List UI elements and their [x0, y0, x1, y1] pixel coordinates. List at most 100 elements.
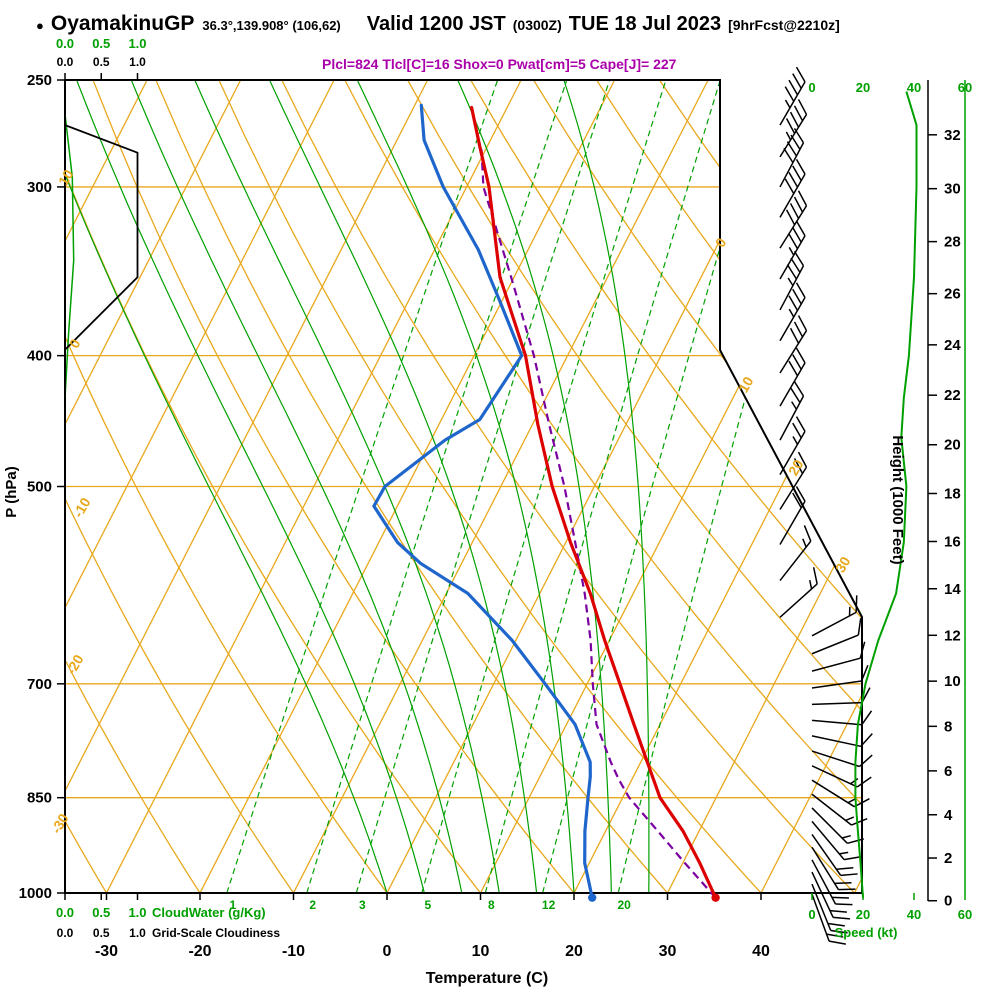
cloudiness-scale-top: 0.0 [57, 55, 74, 69]
wind-barb-staff [779, 297, 806, 342]
wind-barb-staff [779, 362, 806, 407]
height-tick-label: 4 [944, 807, 953, 824]
wind-barb-feather [790, 387, 801, 404]
isotherm-line [199, 80, 616, 893]
wind-barb-feather [788, 308, 795, 318]
height-tick-label: 28 [944, 234, 961, 251]
wind-barb-staff [811, 680, 862, 689]
wind-barb-feather [790, 257, 801, 273]
height-tick-label: 30 [944, 181, 961, 198]
wind-barb-staff [811, 735, 862, 748]
dry-adiabat-line [65, 80, 295, 893]
temp-tick-label: 30 [659, 943, 677, 960]
wind-barb-feather [792, 227, 802, 243]
wind-barbs [779, 66, 873, 945]
isotherm-label: 20 [785, 457, 807, 479]
mixing-ratio-line [421, 80, 667, 893]
wind-barb-feather [844, 855, 862, 861]
dry-adiabat-label: -30 [48, 811, 72, 837]
valid-date: TUE 18 Jul 2023 [568, 13, 722, 35]
moist-adiabat-line [65, 80, 388, 893]
dry-adiabat-line [218, 80, 762, 893]
height-tick-label: 22 [944, 387, 961, 404]
isotherm-line [65, 80, 335, 893]
wind-barb-feather [802, 538, 807, 548]
speed-tick-label-bottom: 0 [808, 907, 815, 922]
wind-barb-feather [839, 851, 849, 855]
wind-barb-staff [811, 657, 861, 672]
wind-barb-feather [857, 618, 862, 636]
cloudwater-scale-top: 0.0 [56, 36, 74, 51]
wind-barb-staff [811, 883, 832, 931]
wind-barb-feather [795, 282, 806, 298]
wind-barb-feather [795, 347, 806, 364]
height-tick-label: 0 [944, 893, 952, 910]
temp-tick-label: 10 [472, 943, 490, 960]
cloudiness-scale-bottom: 0.5 [93, 926, 110, 940]
wind-speed-profile [854, 91, 918, 898]
wind-barb-feather [784, 178, 795, 194]
wind-barb-feather [859, 754, 873, 768]
wind-barb-staff [811, 611, 857, 637]
wind-barb-feather [793, 127, 805, 144]
speed-tick-label-top: 0 [808, 80, 815, 95]
mixing-ratio-line [484, 80, 721, 893]
moist-adiabat-line [356, 80, 575, 893]
wind-barb-feather [792, 422, 802, 439]
wind-barb-staff [779, 81, 806, 126]
mixing-ratio-label: 20 [617, 898, 631, 912]
height-tick-label: 16 [944, 533, 961, 550]
isotherm-line [65, 80, 242, 893]
wind-barb-feather [788, 295, 799, 311]
dry-adiabat-line [533, 80, 862, 893]
wind-barb-staff [779, 265, 805, 311]
dry-adiabat-label: 10 [55, 167, 77, 189]
wind-barb-staff [779, 235, 806, 280]
wind-barb-feather [792, 492, 802, 509]
height-tick-label: 10 [944, 673, 961, 690]
cloudiness-scale-top: 0.5 [93, 55, 110, 69]
wind-barb-staff [811, 719, 862, 726]
wind-barb-staff [779, 500, 806, 545]
pressure-tick-label: 300 [27, 179, 52, 196]
moist-adiabat-line [457, 80, 612, 893]
wind-barb-feather [833, 916, 851, 920]
wind-barb-staff [779, 466, 808, 510]
wind-barb-feather [836, 867, 854, 871]
isotherm-line [292, 80, 709, 893]
height-tick-label: 32 [944, 127, 961, 144]
wind-barb-feather [841, 834, 851, 839]
mixing-ratio-label: 12 [542, 898, 556, 912]
height-tick-label: 12 [944, 627, 961, 644]
temp-axis-title: Temperature (C) [426, 970, 548, 987]
cloudwater-scale-bottom: 1.0 [128, 905, 146, 920]
mixing-ratio-label: 1 [230, 898, 237, 912]
isotherm-line [65, 80, 148, 893]
wind-barb-feather [786, 264, 798, 280]
temp-tick-label: -30 [95, 943, 118, 960]
pressure-tick-label: 250 [27, 72, 52, 89]
wind-barb-feather [845, 816, 855, 822]
surface-dewpoint-dot [587, 893, 597, 902]
pressure-axis-title: P (hPa) [3, 466, 20, 517]
pressure-tick-label: 850 [27, 790, 52, 807]
wind-barb-feather [786, 141, 798, 157]
temp-tick-label: 20 [565, 943, 583, 960]
wind-barb-feather [860, 733, 873, 747]
pressure-tick-label: 500 [27, 479, 52, 496]
isotherm-line [105, 80, 522, 893]
wind-barb-feather [793, 250, 805, 267]
dry-adiabat-line [155, 80, 668, 893]
wind-barb-feather [851, 817, 868, 826]
mixing-ratio-label: 2 [309, 898, 316, 912]
cloudwater-axis-title: CloudWater (g/Kg) [152, 905, 266, 920]
speed-tick-label-top: 20 [856, 80, 870, 95]
dry-adiabat-line [847, 80, 862, 893]
wind-barb-feather [789, 203, 800, 219]
wind-barb-feather [795, 486, 806, 502]
speed-tick-label-bottom: 40 [907, 907, 921, 922]
isotherm-label: 10 [735, 374, 757, 396]
moist-adiabat-line [563, 80, 650, 893]
